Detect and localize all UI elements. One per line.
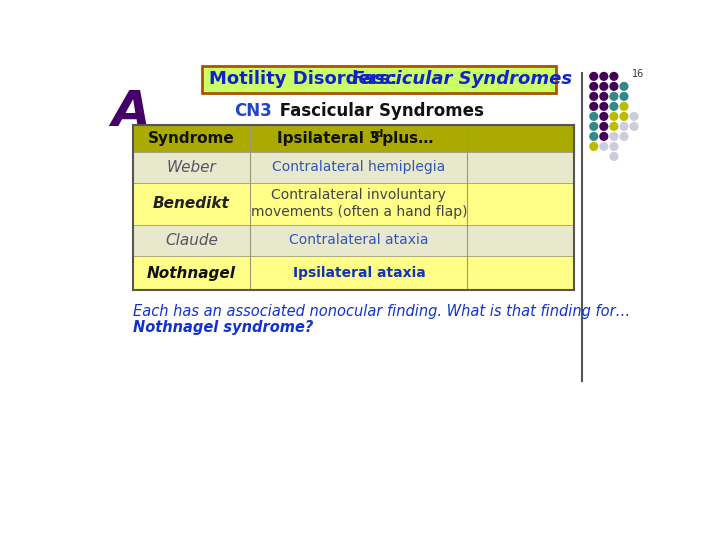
Circle shape bbox=[600, 123, 608, 130]
Text: Fascicular Syndromes: Fascicular Syndromes bbox=[274, 102, 485, 120]
Circle shape bbox=[600, 72, 608, 80]
Circle shape bbox=[610, 153, 618, 160]
Text: rd: rd bbox=[371, 130, 384, 139]
Text: Benedikt: Benedikt bbox=[153, 196, 230, 211]
Bar bbox=[132, 256, 575, 291]
Text: Claude: Claude bbox=[165, 233, 218, 248]
Circle shape bbox=[590, 83, 598, 90]
Circle shape bbox=[620, 112, 628, 120]
Circle shape bbox=[590, 72, 598, 80]
Text: CN3: CN3 bbox=[235, 102, 272, 120]
Circle shape bbox=[610, 72, 618, 80]
Circle shape bbox=[590, 112, 598, 120]
Circle shape bbox=[610, 132, 618, 140]
Circle shape bbox=[600, 143, 608, 150]
Circle shape bbox=[630, 112, 638, 120]
Circle shape bbox=[590, 132, 598, 140]
Circle shape bbox=[610, 103, 618, 110]
Bar bbox=[132, 125, 575, 291]
Bar bbox=[132, 183, 575, 225]
Text: 16: 16 bbox=[632, 69, 644, 79]
Circle shape bbox=[620, 92, 628, 100]
Circle shape bbox=[610, 123, 618, 130]
Text: Nothnagel syndrome?: Nothnagel syndrome? bbox=[132, 320, 313, 335]
Circle shape bbox=[620, 103, 628, 110]
Text: Fascicular Syndromes: Fascicular Syndromes bbox=[352, 70, 572, 89]
Text: Each has an associated nonocular finding. What is that finding for…: Each has an associated nonocular finding… bbox=[132, 304, 630, 319]
Circle shape bbox=[600, 132, 608, 140]
Circle shape bbox=[620, 123, 628, 130]
Circle shape bbox=[610, 143, 618, 150]
Text: plus…: plus… bbox=[377, 131, 433, 146]
Circle shape bbox=[590, 103, 598, 110]
Circle shape bbox=[600, 103, 608, 110]
Bar bbox=[132, 152, 575, 183]
Circle shape bbox=[590, 123, 598, 130]
Text: A: A bbox=[112, 88, 150, 136]
Bar bbox=[132, 225, 575, 256]
Circle shape bbox=[590, 143, 598, 150]
Text: Contralateral ataxia: Contralateral ataxia bbox=[289, 233, 428, 247]
Text: Weber: Weber bbox=[166, 160, 217, 175]
Text: Motility Disorders:: Motility Disorders: bbox=[209, 70, 403, 89]
Circle shape bbox=[610, 92, 618, 100]
Circle shape bbox=[620, 83, 628, 90]
Circle shape bbox=[630, 123, 638, 130]
Circle shape bbox=[600, 92, 608, 100]
Circle shape bbox=[620, 132, 628, 140]
Text: Ipsilateral 3: Ipsilateral 3 bbox=[276, 131, 379, 146]
Circle shape bbox=[600, 112, 608, 120]
Circle shape bbox=[600, 83, 608, 90]
Text: Contralateral involuntary
movements (often a hand flap): Contralateral involuntary movements (oft… bbox=[251, 188, 467, 219]
Text: Ipsilateral ataxia: Ipsilateral ataxia bbox=[292, 266, 426, 280]
Text: Contralateral hemiplegia: Contralateral hemiplegia bbox=[272, 160, 446, 174]
Bar bbox=[132, 125, 575, 152]
Circle shape bbox=[610, 112, 618, 120]
Circle shape bbox=[590, 92, 598, 100]
Circle shape bbox=[610, 83, 618, 90]
FancyBboxPatch shape bbox=[202, 66, 556, 92]
Text: Nothnagel: Nothnagel bbox=[147, 266, 236, 281]
Text: Syndrome: Syndrome bbox=[148, 131, 235, 146]
